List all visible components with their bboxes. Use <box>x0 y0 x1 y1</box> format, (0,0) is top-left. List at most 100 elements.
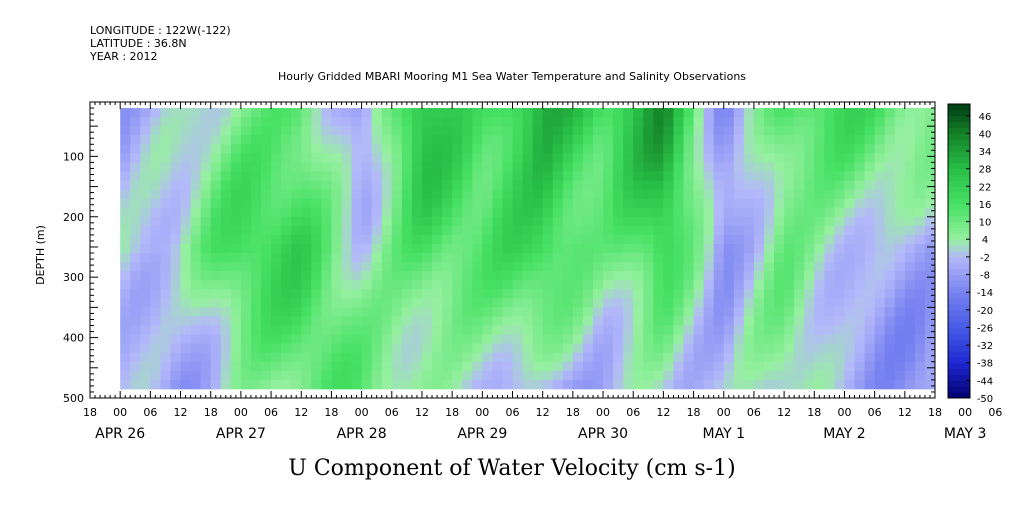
heatmap-cell <box>150 343 161 354</box>
heatmap-cell <box>150 298 161 308</box>
heatmap-cell <box>401 325 413 335</box>
y-tick-label: 500 <box>63 392 84 405</box>
heatmap-cell <box>633 316 644 326</box>
heatmap-cell <box>220 334 232 345</box>
heatmap-cell <box>512 243 523 254</box>
heatmap-cell <box>804 198 815 209</box>
heatmap-cell <box>150 153 161 163</box>
heatmap-cell <box>924 280 936 290</box>
heatmap-cell <box>623 108 634 118</box>
heatmap-cell <box>844 280 855 290</box>
heatmap-cell <box>884 361 896 372</box>
heatmap-cell <box>643 316 654 326</box>
heatmap-cell <box>763 243 775 254</box>
heatmap-cell <box>592 262 604 272</box>
heatmap-cell <box>854 162 865 172</box>
heatmap-cell <box>351 307 363 317</box>
heatmap-cell <box>120 316 131 326</box>
heatmap-cell <box>371 144 383 154</box>
colorbar-swatch <box>948 339 970 346</box>
heatmap-cell <box>502 171 513 181</box>
x-tick-label: 18 <box>566 406 580 419</box>
heatmap-cell <box>572 126 584 136</box>
heatmap-cell <box>261 243 272 254</box>
heatmap-cell <box>844 216 855 227</box>
heatmap-cell <box>814 379 825 390</box>
heatmap-cell <box>341 361 352 372</box>
heatmap-cell <box>120 298 131 308</box>
heatmap-cell <box>220 153 232 163</box>
heatmap-cell <box>361 108 373 118</box>
heatmap-cell <box>361 198 373 209</box>
heatmap-cell <box>844 108 855 118</box>
heatmap-cell <box>502 262 513 272</box>
heatmap-cell <box>261 316 272 326</box>
heatmap-cell <box>421 108 433 118</box>
heatmap-cell <box>130 298 141 308</box>
heatmap-cell <box>874 370 886 381</box>
heatmap-cell <box>834 352 845 363</box>
heatmap-cell <box>261 180 272 190</box>
heatmap-cell <box>834 370 845 381</box>
y-axis-label: DEPTH (m) <box>34 225 47 285</box>
heatmap-cell <box>281 334 292 345</box>
heatmap-cell <box>391 225 403 236</box>
heatmap-cell <box>170 225 181 236</box>
heatmap-cell <box>874 352 886 363</box>
heatmap-cell <box>924 162 936 172</box>
heatmap-cell <box>683 262 694 272</box>
colorbar-swatch <box>948 227 970 234</box>
heatmap-cell <box>753 307 765 317</box>
heatmap-cell <box>572 216 584 227</box>
heatmap-cell <box>804 379 815 390</box>
heatmap-cell <box>321 225 332 236</box>
heatmap-cell <box>210 207 222 218</box>
colorbar-swatch <box>948 239 970 246</box>
heatmap-cell <box>874 189 886 200</box>
heatmap-cell <box>804 171 815 181</box>
heatmap-cell <box>130 198 141 209</box>
heatmap-cell <box>794 108 805 118</box>
heatmap-cell <box>170 361 181 372</box>
heatmap-cell <box>462 298 473 308</box>
heatmap-cell <box>743 207 755 218</box>
heatmap-cell <box>854 253 865 263</box>
heatmap-cell <box>291 216 302 227</box>
heatmap-cell <box>381 271 393 281</box>
heatmap-cell <box>924 108 936 118</box>
heatmap-cell <box>814 171 825 181</box>
heatmap-cell <box>824 189 835 200</box>
heatmap-cell <box>301 262 312 272</box>
heatmap-cell <box>613 253 624 263</box>
heatmap-cell <box>663 171 674 181</box>
heatmap-cell <box>914 207 926 218</box>
heatmap-cell <box>713 225 725 236</box>
heatmap-cell <box>804 352 815 363</box>
colorbar-label: -26 <box>977 323 993 334</box>
heatmap-cell <box>502 343 513 354</box>
heatmap-cell <box>582 180 594 190</box>
heatmap-cell <box>200 225 212 236</box>
heatmap-cell <box>321 126 332 136</box>
heatmap-cell <box>794 207 805 218</box>
heatmap-cell <box>693 135 705 145</box>
heatmap-cell <box>643 307 654 317</box>
heatmap-cell <box>794 262 805 272</box>
x-date-label: APR 26 <box>95 426 145 442</box>
heatmap-cell <box>301 225 312 236</box>
x-tick-label: 06 <box>747 406 761 419</box>
heatmap-cell <box>492 298 503 308</box>
heatmap-cell <box>552 325 564 335</box>
heatmap-cell <box>814 271 825 281</box>
heatmap-cell <box>753 370 765 381</box>
heatmap-cell <box>703 343 715 354</box>
heatmap-cell <box>190 117 202 127</box>
heatmap-cell <box>693 289 705 299</box>
heatmap-cell <box>884 135 896 145</box>
heatmap-cell <box>170 162 181 172</box>
heatmap-cell <box>311 298 322 308</box>
heatmap-cell <box>834 271 845 281</box>
heatmap-cell <box>220 108 232 118</box>
heatmap-cell <box>351 352 363 363</box>
heatmap-cell <box>452 298 463 308</box>
